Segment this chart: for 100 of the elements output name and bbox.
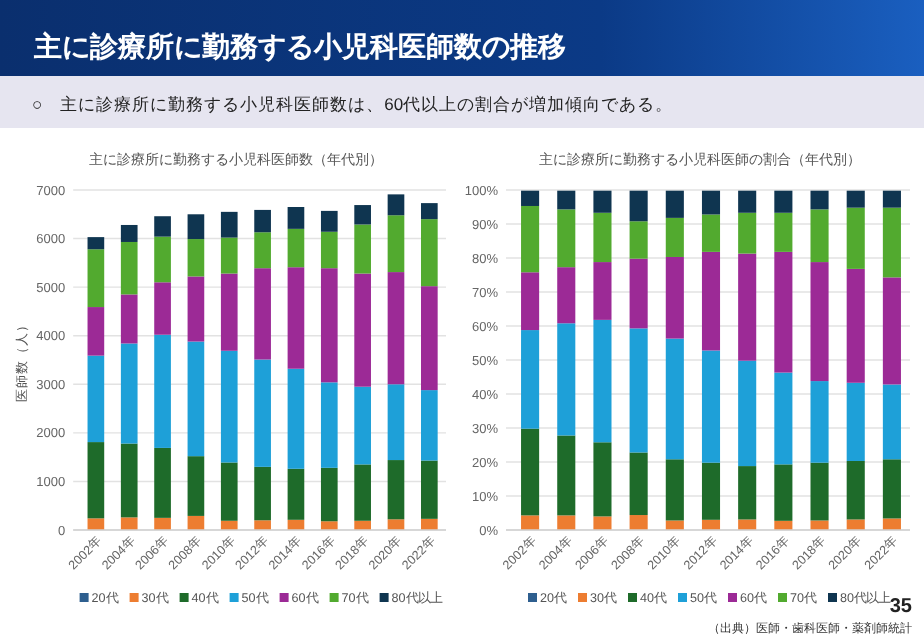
bar xyxy=(120,343,138,444)
bar xyxy=(521,330,540,429)
bar xyxy=(593,319,612,443)
bar xyxy=(254,268,271,360)
bar xyxy=(220,462,238,521)
bar xyxy=(87,442,105,519)
bar xyxy=(665,459,684,521)
bar xyxy=(882,190,901,208)
bar xyxy=(593,516,612,530)
bar xyxy=(846,382,865,461)
bar xyxy=(593,190,612,213)
bar xyxy=(738,190,757,213)
bar xyxy=(420,286,438,391)
bar xyxy=(629,452,648,516)
bar xyxy=(810,520,829,530)
bar xyxy=(882,207,901,278)
bar xyxy=(557,323,576,436)
bar xyxy=(774,372,793,465)
bar xyxy=(846,190,865,208)
bar xyxy=(629,328,648,453)
bar xyxy=(629,190,648,222)
bar xyxy=(846,268,865,383)
bar xyxy=(665,338,684,460)
bar xyxy=(254,359,271,467)
bar xyxy=(882,518,901,530)
bar xyxy=(320,467,338,522)
bar xyxy=(882,384,901,460)
bar xyxy=(629,258,648,329)
bar xyxy=(846,519,865,530)
bar xyxy=(593,442,612,517)
bar xyxy=(187,276,205,342)
bar xyxy=(154,447,171,518)
bar xyxy=(810,381,829,463)
bar xyxy=(810,209,829,263)
bar xyxy=(320,268,338,383)
bar xyxy=(701,462,721,520)
bar xyxy=(701,251,721,351)
text: 主に診療所に勤務する小児科医師数の推移 xyxy=(32,30,566,62)
bar xyxy=(774,464,793,521)
bar xyxy=(738,519,757,530)
bar xyxy=(154,282,171,335)
bar xyxy=(220,211,238,238)
bar xyxy=(354,205,371,225)
bar xyxy=(810,190,829,210)
bar xyxy=(846,460,865,520)
bar xyxy=(354,224,371,274)
bar xyxy=(154,517,171,530)
bar xyxy=(87,237,105,250)
bar xyxy=(701,350,721,463)
bar xyxy=(738,466,757,520)
bar xyxy=(354,273,371,387)
bar xyxy=(354,386,371,465)
bar xyxy=(593,262,612,320)
bar xyxy=(87,249,105,308)
bar xyxy=(810,262,829,382)
bar xyxy=(154,236,171,283)
bar xyxy=(420,219,438,287)
bar xyxy=(254,209,271,233)
bar xyxy=(320,521,338,530)
bar xyxy=(557,435,576,516)
bar xyxy=(187,239,205,277)
bar xyxy=(120,224,138,242)
bar xyxy=(387,384,405,461)
bar xyxy=(557,190,576,210)
bar xyxy=(287,368,305,469)
bar xyxy=(629,515,648,530)
bar xyxy=(120,443,138,518)
bar xyxy=(846,207,865,269)
bar xyxy=(120,517,138,530)
bar xyxy=(254,466,271,521)
bar xyxy=(354,464,371,521)
bar xyxy=(521,190,540,206)
bar xyxy=(220,350,238,463)
bar xyxy=(521,205,540,273)
bar xyxy=(387,272,405,385)
bar xyxy=(187,214,205,240)
bar xyxy=(420,460,438,519)
bar xyxy=(120,241,138,295)
bar xyxy=(521,428,540,516)
bar xyxy=(320,231,338,269)
bar xyxy=(220,237,238,274)
bar xyxy=(320,382,338,468)
text: ○ 主に診療所に勤務する小児科医師数は、60代以上の割合が増加傾向である。 xyxy=(32,94,674,114)
bar xyxy=(387,215,405,273)
bar xyxy=(774,190,793,213)
bar xyxy=(629,221,648,259)
bar xyxy=(287,207,305,229)
bar xyxy=(320,210,338,232)
bar xyxy=(120,294,138,344)
bar xyxy=(87,518,105,530)
bar xyxy=(701,190,721,215)
bar xyxy=(593,212,612,263)
bar xyxy=(287,468,305,520)
bar xyxy=(220,273,238,351)
bar xyxy=(387,460,405,520)
bar xyxy=(882,459,901,519)
bar xyxy=(287,228,305,268)
bar xyxy=(665,217,684,257)
bar xyxy=(557,209,576,268)
bar xyxy=(738,212,757,254)
